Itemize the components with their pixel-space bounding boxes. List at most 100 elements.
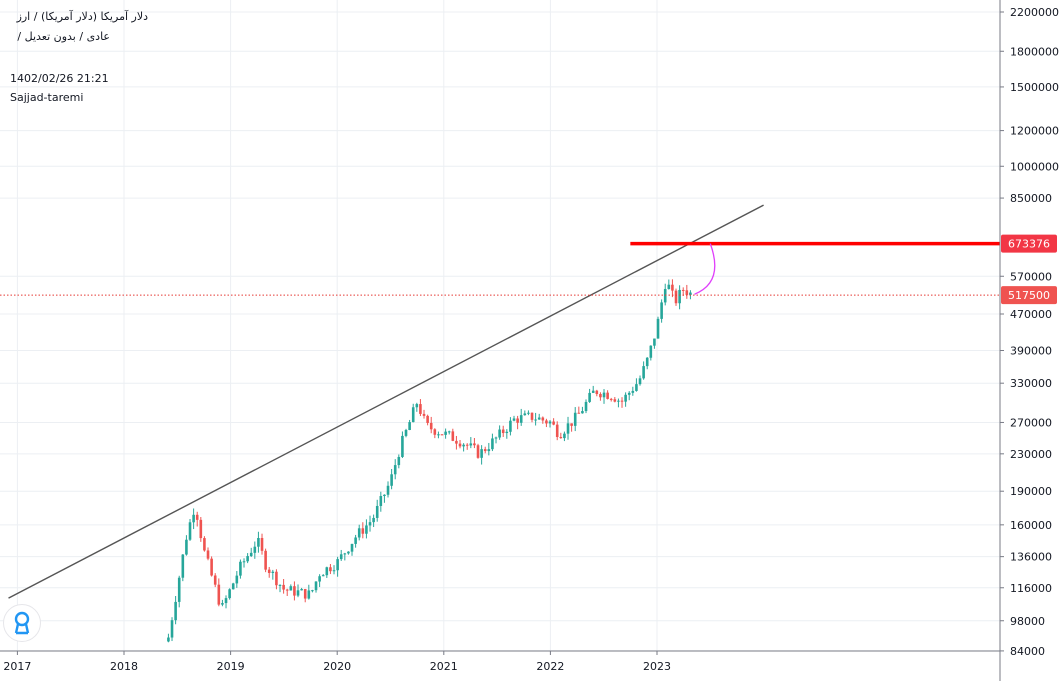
- candle-up: [296, 590, 300, 596]
- candle-up: [383, 494, 386, 497]
- candle-down: [426, 415, 429, 423]
- candle-down: [264, 550, 267, 570]
- candle-up: [257, 538, 260, 547]
- candle-up: [537, 417, 541, 420]
- candle-up: [408, 422, 411, 431]
- price-tick-label: 84000: [1010, 645, 1045, 658]
- candle-up: [386, 485, 390, 495]
- candle-up: [411, 407, 415, 423]
- candle-up: [185, 539, 188, 555]
- candle-up: [444, 431, 447, 435]
- candle-down: [422, 413, 426, 416]
- price-tick-label: 850000: [1010, 192, 1052, 205]
- candle-up: [249, 552, 253, 557]
- candle-up: [339, 554, 343, 560]
- candle-up: [311, 590, 314, 592]
- candle-up: [336, 559, 339, 571]
- candle-down: [458, 443, 462, 447]
- candle-up: [368, 522, 372, 526]
- timestamp: 1402/02/26 21:21: [10, 72, 109, 85]
- candle-up: [390, 474, 393, 486]
- price-tick-label: 1500000: [1010, 81, 1059, 94]
- candle-up: [278, 584, 282, 586]
- candle-down: [674, 290, 678, 304]
- tradingview-logo-icon[interactable]: [3, 604, 41, 642]
- price-tick-label: 270000: [1010, 416, 1052, 429]
- candle-up: [347, 551, 350, 554]
- candle-up: [505, 431, 509, 434]
- candle-up: [447, 431, 451, 433]
- candle-up: [253, 546, 257, 553]
- candle-down: [206, 550, 210, 559]
- candle-down: [516, 418, 519, 423]
- candle-down: [473, 443, 476, 446]
- candle-down: [440, 434, 444, 436]
- candle-down: [555, 424, 559, 437]
- candle-up: [573, 412, 577, 426]
- candle-down: [433, 429, 437, 435]
- candle-up: [548, 421, 552, 424]
- candle-up: [624, 394, 627, 402]
- candle-up: [242, 561, 246, 563]
- candle-up: [321, 575, 325, 577]
- candle-down: [451, 431, 455, 441]
- candle-up: [631, 390, 635, 393]
- candle-up: [653, 338, 656, 346]
- candle-down: [275, 571, 278, 586]
- logo-glyph: [14, 611, 30, 635]
- candle-up: [523, 413, 527, 416]
- candle-up: [649, 345, 653, 358]
- candle-up: [591, 390, 595, 393]
- candle-up: [660, 302, 663, 319]
- candle-down: [199, 519, 203, 539]
- candle-up: [365, 525, 368, 534]
- price-tick-label: 160000: [1010, 519, 1052, 532]
- candle-down: [545, 420, 548, 424]
- candle-down: [501, 429, 505, 434]
- time-tick-label: 2021: [430, 660, 458, 673]
- price-labels: 673376 517500: [1001, 234, 1057, 305]
- price-axis: 2200000 1800000 1500000 1200000 1000000 85000…: [1000, 6, 1059, 658]
- candle-down: [483, 449, 487, 452]
- symbol-title: دلار آمریکا (دلار آمریکا) / ارز: [16, 10, 148, 23]
- candle-down: [419, 404, 422, 414]
- candle-up: [563, 433, 566, 439]
- price-tick-label: 98000: [1010, 615, 1045, 628]
- price-tick-label: 1800000: [1010, 45, 1059, 58]
- price-tick-label: 1200000: [1010, 125, 1059, 138]
- candle-up: [289, 586, 293, 591]
- candle-up: [231, 583, 235, 590]
- candle-down: [620, 400, 624, 402]
- candle-down: [293, 586, 296, 596]
- candle-up: [350, 543, 354, 552]
- time-tick-label: 2017: [3, 660, 31, 673]
- candle-up: [469, 443, 473, 446]
- price-tick-label: 116000: [1010, 582, 1052, 595]
- candle-up: [393, 465, 397, 475]
- candle-down: [303, 589, 307, 599]
- candle-down: [361, 528, 365, 534]
- candle-up: [617, 400, 620, 402]
- price-label-box: [1001, 234, 1057, 253]
- candle-down: [260, 538, 264, 551]
- candle-down: [267, 569, 271, 574]
- candle-up: [638, 378, 642, 385]
- candle-up: [635, 384, 638, 391]
- candle-up: [181, 554, 185, 578]
- candle-down: [329, 567, 332, 572]
- price-tick-label: 136000: [1010, 551, 1052, 564]
- price-tick-label: 230000: [1010, 448, 1052, 461]
- time-axis: 2017 2018 2019 2020 2021 2022 2023: [3, 651, 671, 673]
- time-tick-label: 2020: [323, 660, 351, 673]
- candle-down: [465, 444, 469, 446]
- candle-down: [671, 284, 674, 291]
- candle-down: [559, 436, 563, 439]
- candle-up: [271, 571, 275, 574]
- candle-down: [570, 423, 573, 426]
- time-tick-label: 2023: [643, 660, 671, 673]
- candle-up: [354, 537, 357, 544]
- candle-down: [685, 290, 689, 295]
- price-label-box: [1001, 286, 1057, 305]
